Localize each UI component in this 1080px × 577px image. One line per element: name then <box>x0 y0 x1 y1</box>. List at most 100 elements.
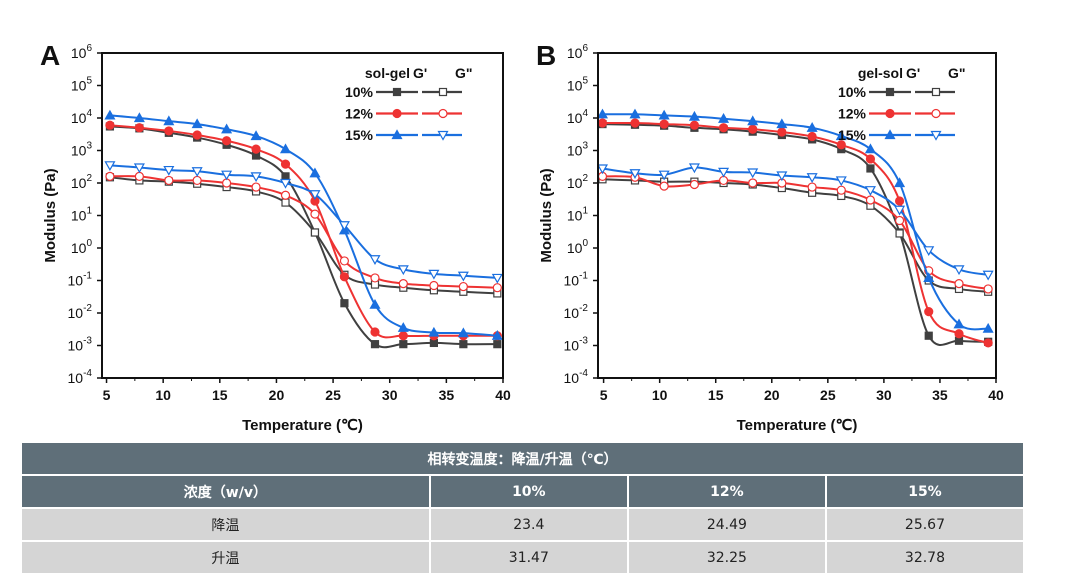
filled-triangle-up-marker <box>457 327 469 338</box>
filled-triangle-up-marker <box>279 143 292 154</box>
open-triangle-down-marker <box>776 171 788 182</box>
filled-square-marker <box>429 338 439 348</box>
x-tick-label: 10 <box>155 387 171 403</box>
filled-circle-marker <box>192 130 202 140</box>
tick-exponent: 0 <box>582 238 588 249</box>
filled-square-marker <box>493 340 502 349</box>
open-circle-marker <box>134 171 144 181</box>
open-triangle-down-marker <box>397 265 409 276</box>
tick-base: 10 <box>564 370 580 386</box>
open-triangle-down-marker <box>864 186 876 196</box>
tick-exponent: 1 <box>582 206 588 217</box>
y-axis-label: Modulus (Pa) <box>538 168 555 262</box>
tick-base: 10 <box>564 305 580 321</box>
filled-square-marker <box>281 172 290 181</box>
open-circle-marker <box>192 175 202 186</box>
open-triangle-down-marker <box>133 163 145 174</box>
tick-base: 10 <box>71 143 87 159</box>
filled-circle-marker <box>222 136 232 146</box>
y-tick-label: 10-4 <box>564 368 589 386</box>
x-tick-label: 20 <box>269 387 285 403</box>
open-triangle-down-marker <box>688 163 700 174</box>
open-circle-marker <box>865 195 876 205</box>
open-triangle-down-marker <box>104 161 116 172</box>
tick-exponent: 4 <box>86 108 92 119</box>
filled-triangle-up-marker <box>309 167 321 178</box>
series-line <box>602 123 989 346</box>
header-cell: 10% <box>430 476 627 507</box>
tick-exponent: 3 <box>86 141 92 152</box>
table-cell: 升温 <box>22 542 429 573</box>
filled-square-marker <box>924 331 933 340</box>
filled-circle-marker <box>392 108 402 119</box>
open-circle-marker <box>492 283 502 293</box>
filled-circle-marker <box>807 131 817 142</box>
open-triangle-down-marker <box>953 265 965 276</box>
tick-exponent: 2 <box>86 173 92 184</box>
filled-square-marker <box>399 340 408 349</box>
x-tick-label: 25 <box>325 387 341 403</box>
legend: sol-gel G' G" 10% 12% 15% <box>345 65 473 143</box>
filled-circle-marker <box>105 120 115 130</box>
tick-base: 10 <box>564 273 580 289</box>
open-triangle-down-marker <box>221 170 233 181</box>
legend-col-gprime: G' <box>413 65 427 81</box>
filled-square-marker <box>370 340 380 349</box>
filled-circle-marker <box>659 119 669 129</box>
open-circle-marker <box>836 185 846 195</box>
legend-label: 12% <box>345 106 374 122</box>
panel-label: B <box>536 40 556 71</box>
tick-exponent: 5 <box>86 76 92 87</box>
tick-exponent: 3 <box>582 141 588 152</box>
filled-circle-marker <box>885 108 895 119</box>
open-square-marker <box>281 198 290 207</box>
legend-col-gdoubleprime: G" <box>455 65 473 81</box>
tick-base: 10 <box>71 208 87 224</box>
filled-square-marker <box>392 87 402 97</box>
open-square-marker <box>931 87 941 97</box>
filled-circle-marker <box>924 307 934 317</box>
open-triangle-down-marker <box>279 178 292 189</box>
table-row: 升温 31.47 32.25 32.78 <box>22 542 1023 573</box>
series-line <box>109 175 498 289</box>
open-triangle-down-marker <box>191 167 203 177</box>
tick-exponent: -2 <box>579 303 588 314</box>
tick-base: 10 <box>71 45 87 61</box>
open-circle-marker <box>894 215 905 226</box>
tick-base: 10 <box>71 240 87 256</box>
filled-circle-marker <box>718 123 729 133</box>
y-tick-label: 104 <box>567 108 589 126</box>
open-circle-marker <box>718 175 729 186</box>
open-triangle-down-marker <box>457 271 469 282</box>
filled-circle-marker <box>777 127 787 137</box>
open-square-marker <box>895 229 904 238</box>
y-tick-label: 103 <box>567 141 589 159</box>
x-tick-label: 40 <box>988 387 1004 403</box>
filled-circle-marker <box>597 118 608 128</box>
open-circle-marker <box>339 256 350 266</box>
filled-circle-marker <box>865 154 876 164</box>
open-circle-marker <box>983 284 993 294</box>
tick-base: 10 <box>71 110 87 126</box>
legend-col-gprime: G' <box>906 65 920 81</box>
open-triangle-down-marker <box>835 176 847 187</box>
table-cell: 31.47 <box>430 542 627 573</box>
x-tick-label: 30 <box>876 387 892 403</box>
y-tick-label: 10-4 <box>68 368 93 386</box>
filled-triangle-up-marker <box>191 118 203 129</box>
filled-triangle-up-marker <box>953 318 965 329</box>
x-tick-label: 30 <box>382 387 398 403</box>
open-circle-marker <box>458 281 468 292</box>
filled-triangle-up-marker <box>747 115 759 126</box>
table-cell: 32.78 <box>826 542 1023 573</box>
filled-triangle-up-marker <box>369 298 381 309</box>
open-circle-marker <box>105 171 115 181</box>
y-tick-label: 105 <box>567 76 589 94</box>
tick-base: 10 <box>68 273 84 289</box>
tick-base: 10 <box>71 78 87 94</box>
open-circle-marker <box>429 280 439 291</box>
filled-triangle-up-marker <box>397 322 409 332</box>
tick-base: 10 <box>567 78 583 94</box>
tick-exponent: -3 <box>83 336 92 347</box>
filled-square-marker <box>340 299 349 308</box>
